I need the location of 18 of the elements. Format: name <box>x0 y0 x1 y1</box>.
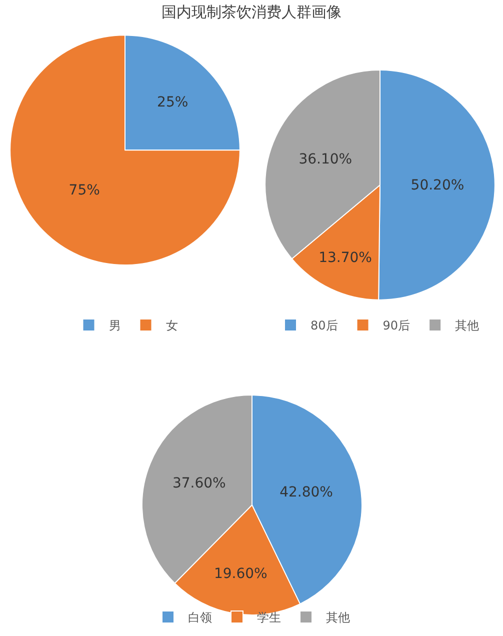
data-label: 42.80% <box>280 484 333 501</box>
chart-title: 国内现制茶饮消费人群画像 <box>162 3 342 22</box>
pie-slice <box>10 34 240 266</box>
data-label: 37.60% <box>172 475 226 492</box>
data-label: 19.60% <box>214 566 268 582</box>
legend-label: 白领 <box>188 610 212 625</box>
data-label: 13.70% <box>318 250 372 266</box>
data-label: 75% <box>68 182 100 199</box>
legend-label: 男 <box>108 318 121 333</box>
legend-label: 学生 <box>257 610 281 625</box>
legend-label: 80后 <box>310 318 338 333</box>
data-label: 25% <box>157 94 188 110</box>
data-label: 50.20% <box>410 177 464 194</box>
legend-label: 其他 <box>326 610 350 625</box>
legend-label: 90后 <box>382 318 410 333</box>
data-label: 36.10% <box>298 151 352 168</box>
legend-label: 女 <box>166 318 178 333</box>
legend-label: 其他 <box>455 318 480 333</box>
